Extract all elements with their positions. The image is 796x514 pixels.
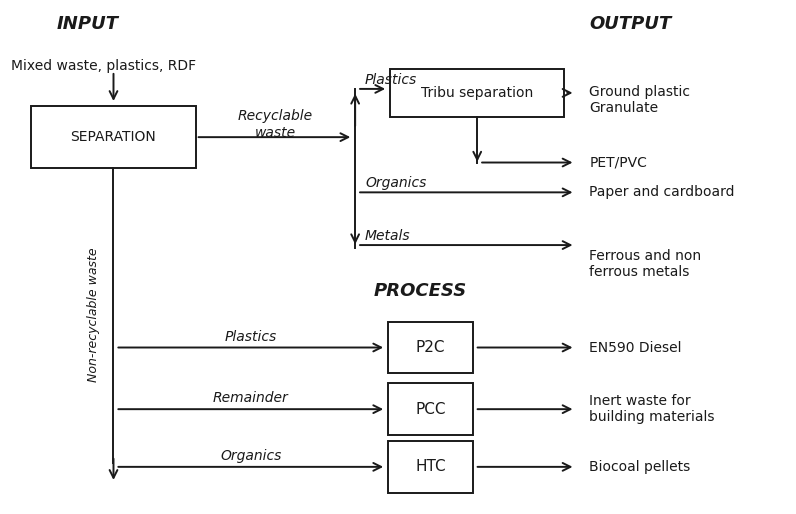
Bar: [388, 322, 473, 373]
Text: Remainder: Remainder: [213, 391, 289, 405]
Text: Ferrous and non
ferrous metals: Ferrous and non ferrous metals: [589, 249, 701, 279]
Text: HTC: HTC: [415, 460, 446, 474]
Bar: [388, 441, 473, 493]
Text: Organics: Organics: [220, 449, 282, 463]
Text: Non-recyclable waste: Non-recyclable waste: [87, 247, 100, 382]
Text: INPUT: INPUT: [57, 15, 118, 33]
Text: PROCESS: PROCESS: [373, 282, 466, 300]
Text: Plastics: Plastics: [365, 73, 417, 87]
Text: Inert waste for
building materials: Inert waste for building materials: [589, 394, 715, 424]
Text: Tribu separation: Tribu separation: [421, 86, 533, 100]
Text: Metals: Metals: [365, 229, 411, 243]
Text: Organics: Organics: [365, 176, 427, 190]
Text: Ground plastic
Granulate: Ground plastic Granulate: [589, 85, 690, 115]
Text: Biocoal pellets: Biocoal pellets: [589, 460, 691, 474]
Text: Plastics: Plastics: [224, 329, 277, 343]
Text: EN590 Diesel: EN590 Diesel: [589, 340, 682, 355]
Text: Mixed waste, plastics, RDF: Mixed waste, plastics, RDF: [11, 59, 197, 73]
Text: Paper and cardboard: Paper and cardboard: [589, 186, 735, 199]
Text: PCC: PCC: [416, 401, 446, 417]
Bar: [390, 69, 564, 117]
Bar: [388, 383, 473, 435]
Text: P2C: P2C: [416, 340, 445, 355]
Text: OUTPUT: OUTPUT: [589, 15, 672, 33]
Text: PET/PVC: PET/PVC: [589, 156, 647, 170]
Bar: [31, 106, 196, 169]
Text: Recyclable
waste: Recyclable waste: [238, 109, 313, 139]
Text: SEPARATION: SEPARATION: [71, 130, 156, 144]
